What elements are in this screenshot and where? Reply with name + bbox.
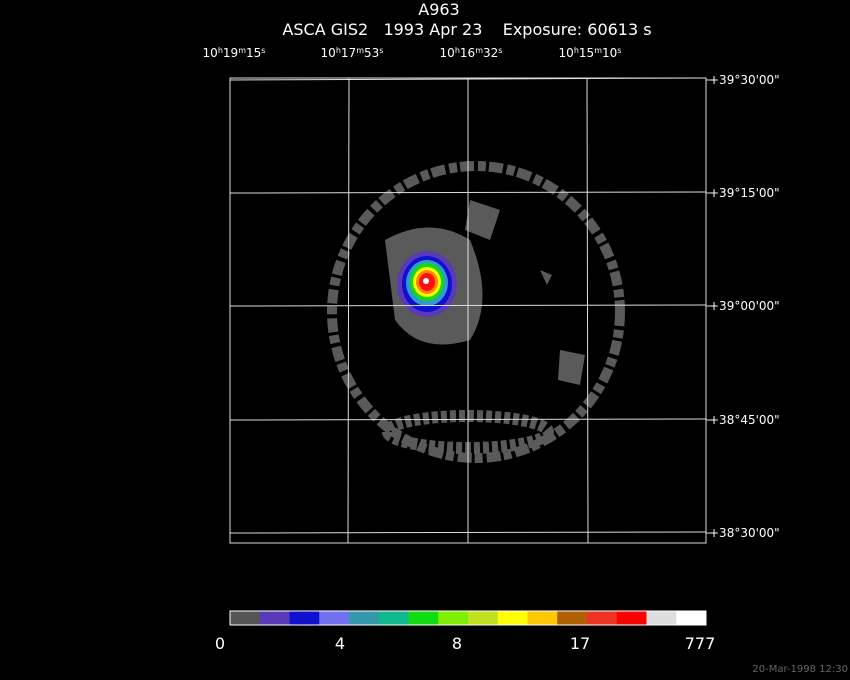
colorbar-swatch	[557, 611, 588, 625]
colorbar-swatch	[438, 611, 469, 625]
colorbar-swatch	[497, 611, 528, 625]
unit: m	[238, 46, 246, 55]
patch	[465, 200, 585, 385]
number: 53	[364, 46, 379, 60]
colorbar: 0 4 8 17 777	[215, 610, 716, 653]
dec-label: +38°45'00"	[709, 413, 780, 427]
unit: h	[574, 46, 579, 55]
title: A963	[418, 0, 459, 19]
colorbar-label: 17	[570, 634, 590, 653]
image	[327, 161, 625, 463]
ra-label: 10h17m53s	[321, 46, 384, 61]
colorbar-frame	[229, 610, 707, 626]
unit: h	[336, 46, 341, 55]
number: 15	[579, 46, 594, 60]
dec-label: +39°00'00"	[709, 299, 780, 313]
dec-label: +38°30'00"	[709, 526, 780, 540]
grid-line	[586, 77, 589, 544]
colorbar-swatch	[289, 611, 320, 625]
colorbar-label: 8	[452, 634, 462, 653]
colorbar-swatch	[587, 611, 618, 625]
colorbar-label: 777	[685, 634, 716, 653]
peak	[423, 278, 429, 284]
number: 10	[321, 46, 336, 60]
colorbar-swatch	[259, 611, 290, 625]
number: 32	[483, 46, 498, 60]
ra-label: 10h15m10s	[559, 46, 622, 61]
grid-line	[229, 191, 707, 194]
colorbar-swatch	[349, 611, 380, 625]
unit: s	[379, 46, 383, 55]
ring	[327, 161, 625, 463]
unit: h	[218, 46, 223, 55]
dec-label: +39°30'00"	[709, 73, 780, 87]
colorbar-swatch	[616, 611, 647, 625]
unit: s	[261, 46, 265, 55]
colorbar-swatch	[408, 611, 439, 625]
number: 10	[559, 46, 574, 60]
ra-label: 10h16m32s	[440, 46, 503, 61]
ra-label: 10h19m15s	[203, 46, 266, 61]
colorbar-label: 4	[335, 634, 345, 653]
colorbar-swatch	[378, 611, 409, 625]
number: 10	[602, 46, 617, 60]
number: 15	[246, 46, 261, 60]
grid-line	[347, 77, 350, 544]
unit: m	[475, 46, 483, 55]
unit: h	[455, 46, 460, 55]
number: 10	[203, 46, 218, 60]
dec-label: +39°15'00"	[709, 186, 780, 200]
colorbar-swatch	[230, 611, 261, 625]
colorbar-swatch	[468, 611, 499, 625]
colorbar-swatch	[527, 611, 558, 625]
number: 10	[440, 46, 455, 60]
colorbar-swatch	[319, 611, 350, 625]
unit: m	[356, 46, 364, 55]
number: 16	[460, 46, 475, 60]
colorbar-label: 0	[215, 634, 225, 653]
grid-line	[229, 531, 707, 534]
unit: m	[594, 46, 602, 55]
timestamp: 20-Mar-1998 12:30	[752, 664, 848, 675]
colorbar-swatch	[676, 611, 707, 625]
grid-line	[229, 418, 707, 421]
number: 17	[341, 46, 356, 60]
unit: s	[617, 46, 621, 55]
number: 19	[223, 46, 238, 60]
grid	[229, 77, 707, 544]
grid-line	[229, 77, 707, 81]
colorbar-swatch	[646, 611, 677, 625]
subtitle: ASCA GIS2 1993 Apr 23 Exposure: 60613 s	[282, 20, 651, 39]
grid-line	[229, 304, 707, 307]
unit: s	[498, 46, 502, 55]
